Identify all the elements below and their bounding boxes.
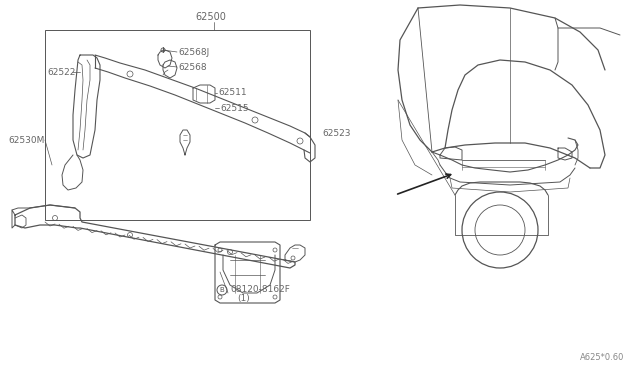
Text: 08120-8162F: 08120-8162F xyxy=(230,285,290,295)
Text: B: B xyxy=(220,287,225,293)
Text: 62515: 62515 xyxy=(220,103,248,112)
Text: 62522: 62522 xyxy=(47,67,76,77)
Bar xyxy=(45,30,310,220)
Text: 62500: 62500 xyxy=(195,12,226,22)
Text: 62568J: 62568J xyxy=(178,48,209,57)
Text: 62523: 62523 xyxy=(322,128,351,138)
Text: (1): (1) xyxy=(237,294,250,302)
Text: 62568: 62568 xyxy=(178,62,207,71)
Text: 62511: 62511 xyxy=(218,87,246,96)
Text: 62530M: 62530M xyxy=(8,135,44,144)
Text: A625*0.60: A625*0.60 xyxy=(580,353,625,362)
